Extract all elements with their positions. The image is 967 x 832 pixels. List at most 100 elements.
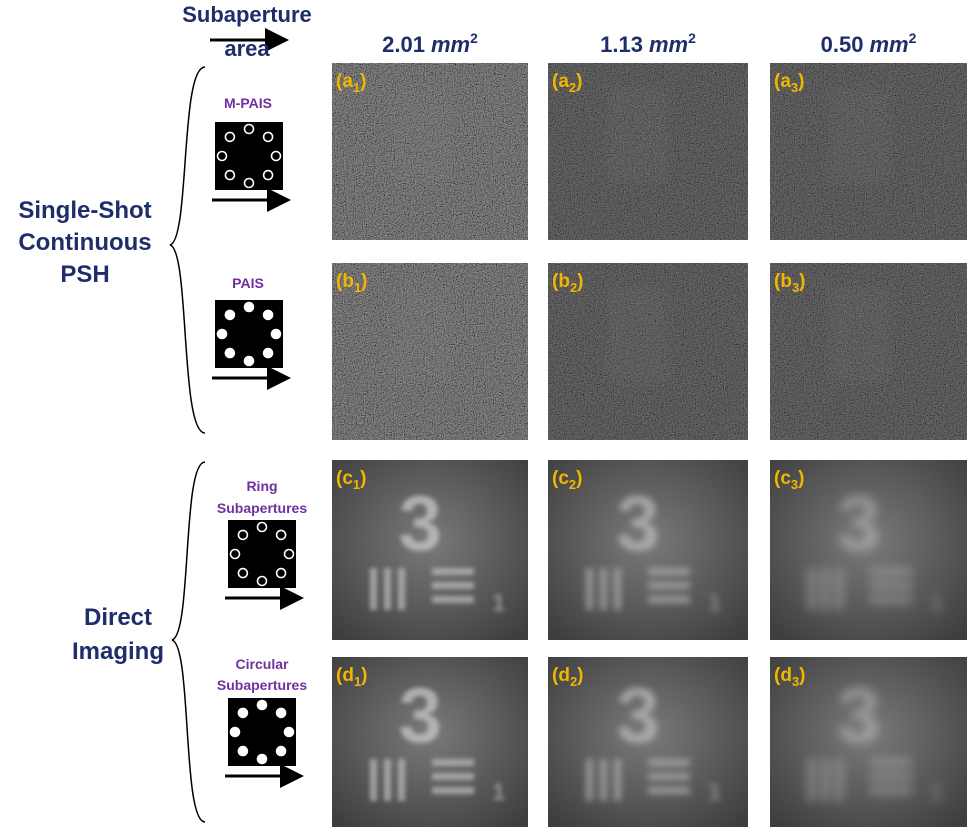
panel-label: (a3): [774, 71, 804, 95]
bar-v: [586, 568, 593, 610]
panel-letter: (d: [774, 665, 792, 686]
panel-letter: (b: [552, 271, 570, 292]
panel-close: ): [577, 665, 583, 686]
bar-h: [870, 596, 912, 603]
bar-v: [384, 568, 391, 610]
panel-letter: (a: [774, 71, 791, 92]
subaperture: [245, 303, 254, 312]
group-label: Single-Shot: [18, 197, 151, 224]
panel-letter: (b: [336, 271, 354, 292]
bar-h: [648, 596, 690, 603]
bar-h: [432, 759, 474, 766]
subaperture: [238, 708, 247, 717]
ghost: [830, 288, 890, 383]
bar-h: [432, 596, 474, 603]
panel-close: ): [799, 271, 805, 292]
panel-index: 2: [569, 477, 576, 492]
bar-h: [432, 787, 474, 794]
subaperture: [258, 755, 267, 764]
bar-h: [870, 582, 912, 589]
row-label: M-PAIS: [224, 95, 272, 111]
panel-index: 3: [791, 477, 798, 492]
brace: [172, 462, 205, 822]
exponent: 2: [909, 30, 917, 46]
panel-close: ): [360, 71, 366, 92]
unit: mm: [869, 32, 908, 57]
exponent: 2: [470, 30, 478, 46]
subaperture: [258, 701, 267, 710]
aperture-icon: [215, 122, 283, 190]
bar-v: [822, 759, 829, 801]
panel-index: 2: [569, 80, 576, 95]
panel-letter: (c: [552, 468, 569, 489]
bar-h: [648, 773, 690, 780]
subaperture: [238, 747, 247, 756]
ghost: [392, 288, 452, 383]
target-digit: 3: [616, 479, 659, 567]
bar-h: [870, 773, 912, 780]
panel-label: (c2): [552, 468, 582, 492]
panel-letter: (b: [774, 271, 792, 292]
value: 2.01: [382, 32, 425, 57]
subaperture: [245, 357, 254, 366]
ghost: [608, 288, 668, 383]
row-label: Subapertures: [217, 500, 307, 516]
row-label: Circular: [236, 656, 289, 672]
bar-v: [836, 759, 843, 801]
panel-close: ): [361, 665, 367, 686]
subaperture: [264, 349, 273, 358]
panel-label: (c1): [336, 468, 366, 492]
panel-close: ): [798, 468, 804, 489]
group-label: Imaging: [72, 638, 164, 665]
column-header: 2.01mm2: [382, 30, 478, 57]
subaperture: [277, 708, 286, 717]
panel-letter: (d: [552, 665, 570, 686]
panel-label: (d2): [552, 665, 584, 689]
panel-letter: (a: [336, 71, 353, 92]
panel-label: (b3): [774, 271, 806, 295]
target-small-digit: 1: [930, 590, 943, 617]
panel-label: (c3): [774, 468, 804, 492]
subaperture: [277, 747, 286, 756]
axis-label: area: [224, 36, 270, 61]
target-small-digit: 1: [492, 779, 505, 806]
panel-label: (a2): [552, 71, 582, 95]
target-digit: 3: [837, 479, 880, 567]
target-digit: 3: [399, 479, 442, 567]
subaperture: [272, 330, 281, 339]
panel-index: 2: [570, 674, 577, 689]
target-small-digit: 1: [930, 779, 943, 806]
bar-v: [586, 759, 593, 801]
subaperture: [225, 310, 234, 319]
aperture-icon: [228, 520, 296, 588]
bar-v: [600, 759, 607, 801]
panel-index: 1: [353, 80, 360, 95]
panel-label: (b1): [336, 271, 368, 295]
group-label: Continuous: [18, 229, 151, 256]
panel-label: (b2): [552, 271, 584, 295]
target-digit: 3: [837, 671, 880, 759]
group-label: PSH: [60, 261, 109, 288]
panel-close: ): [798, 71, 804, 92]
row-label: Ring: [246, 478, 277, 494]
bar-v: [384, 759, 391, 801]
panel-label: (d3): [774, 665, 806, 689]
exponent: 2: [688, 30, 696, 46]
bar-h: [648, 759, 690, 766]
panel-label: (a1): [336, 71, 366, 95]
panel-close: ): [577, 271, 583, 292]
panel-index: 3: [792, 280, 799, 295]
panel-close: ): [360, 468, 366, 489]
subaperture: [225, 349, 234, 358]
bar-h: [432, 582, 474, 589]
bar-v: [808, 568, 815, 610]
row-label: Subapertures: [217, 677, 307, 693]
panel-index: 1: [354, 674, 361, 689]
brace: [170, 67, 205, 433]
subaperture: [231, 728, 240, 737]
subaperture: [264, 310, 273, 319]
panel-close: ): [361, 271, 367, 292]
bar-h: [870, 787, 912, 794]
bar-v: [822, 568, 829, 610]
